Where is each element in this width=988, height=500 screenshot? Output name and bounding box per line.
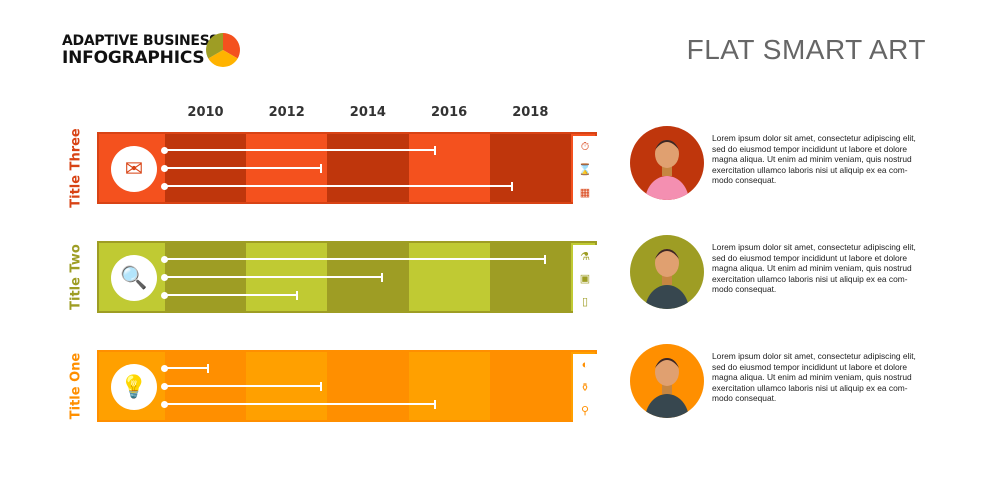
- progress-line: [165, 276, 383, 278]
- line-start-dot: [161, 146, 168, 154]
- avatar: [630, 235, 704, 309]
- timeline-bar: 💡 ◐ ⚱ ⚲: [97, 350, 597, 422]
- year-label: 2016: [431, 105, 468, 120]
- monitor-icon: ▣: [579, 273, 591, 286]
- side-icons: ⚗ ▣ ▯: [573, 245, 597, 313]
- progress-line: [165, 294, 297, 296]
- line-end-cap: [433, 145, 436, 155]
- side-icons: ◐ ⚱ ⚲: [573, 354, 597, 422]
- line-end-cap: [295, 290, 298, 300]
- line-end-cap: [433, 399, 436, 409]
- year-label: 2018: [512, 105, 549, 120]
- line-end-cap: [543, 254, 546, 264]
- timeline-bar: ✉ ⏱ ⌛ ▦: [97, 132, 597, 204]
- row-title: Title Two: [68, 244, 84, 310]
- progress-line: [165, 185, 513, 187]
- avatar: [630, 126, 704, 200]
- row-title: Title Three: [68, 128, 84, 208]
- year-label: 2014: [349, 105, 386, 120]
- stopwatch-icon: ⏱: [580, 140, 590, 153]
- timeline-bar: 🔍 ⚗ ▣ ▯: [97, 241, 597, 313]
- year-column: [327, 352, 409, 420]
- line-start-dot: [161, 364, 168, 372]
- line-end-cap: [320, 163, 323, 173]
- line-start-dot: [161, 291, 168, 299]
- year-column: [489, 352, 571, 420]
- description-text: Lorem ipsum dolor sit amet, consectetur …: [712, 242, 916, 295]
- avatar: [630, 344, 704, 418]
- hourglass-icon: ⌛: [578, 164, 592, 177]
- magnifier-icon: 🔍: [111, 255, 157, 301]
- year-label: 2010: [187, 105, 224, 120]
- year-column: [408, 243, 490, 311]
- line-end-cap: [511, 181, 514, 191]
- year-label: 2012: [268, 105, 305, 120]
- year-column: [408, 352, 490, 420]
- logo-line2: INFOGRAPHICS: [62, 48, 205, 68]
- side-icons: ⏱ ⌛ ▦: [573, 136, 597, 204]
- line-end-cap: [381, 272, 384, 282]
- flask-icon: ⚗: [580, 250, 590, 263]
- line-start-dot: [161, 273, 168, 281]
- tablet-icon: ▯: [581, 296, 589, 309]
- line-end-cap: [320, 381, 323, 391]
- calendar-icon: ▦: [579, 187, 591, 200]
- logo-line1: ADAPTIVE BUSINESS: [62, 33, 219, 49]
- row-title: Title One: [68, 352, 84, 420]
- line-start-dot: [161, 400, 168, 408]
- progress-line: [165, 167, 322, 169]
- description-text: Lorem ipsum dolor sit amet, consectetur …: [712, 351, 916, 404]
- year-column: [489, 134, 571, 202]
- progress-line: [165, 149, 435, 151]
- line-start-dot: [161, 182, 168, 190]
- browser-icon: ◐: [581, 359, 589, 371]
- line-start-dot: [161, 382, 168, 390]
- year-column: [489, 243, 571, 311]
- progress-line: [165, 385, 322, 387]
- line-end-cap: [206, 363, 209, 373]
- progress-line: [165, 403, 435, 405]
- progress-line: [165, 367, 208, 369]
- progress-line: [165, 258, 545, 260]
- year-column: [408, 134, 490, 202]
- page-title: FLAT SMART ART: [686, 34, 926, 65]
- test-tube-icon: ⚱: [580, 382, 590, 394]
- pie-logo-icon: [206, 33, 240, 67]
- year-column: [327, 134, 409, 202]
- line-start-dot: [161, 164, 168, 172]
- line-start-dot: [161, 255, 168, 263]
- description-text: Lorem ipsum dolor sit amet, consectetur …: [712, 133, 916, 186]
- antenna-icon: ⚲: [580, 405, 590, 417]
- envelope-icon: ✉: [111, 146, 157, 192]
- lightbulb-icon: 💡: [111, 364, 157, 410]
